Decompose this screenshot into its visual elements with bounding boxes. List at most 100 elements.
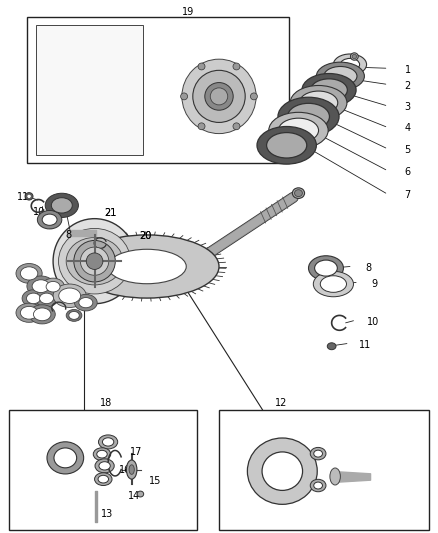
Ellipse shape — [25, 192, 33, 200]
Bar — [10, 410, 197, 530]
Ellipse shape — [314, 482, 322, 489]
Ellipse shape — [47, 442, 84, 474]
Ellipse shape — [210, 88, 228, 105]
Text: 1: 1 — [405, 65, 411, 75]
Ellipse shape — [86, 53, 121, 68]
Ellipse shape — [233, 123, 240, 130]
Ellipse shape — [310, 447, 326, 460]
Text: 21: 21 — [105, 208, 117, 219]
Text: 17: 17 — [130, 447, 142, 456]
Ellipse shape — [108, 249, 186, 284]
Ellipse shape — [193, 70, 245, 123]
Ellipse shape — [90, 36, 117, 45]
Text: 5: 5 — [405, 144, 411, 155]
Ellipse shape — [86, 253, 103, 269]
Ellipse shape — [292, 188, 304, 198]
Ellipse shape — [175, 51, 263, 142]
Ellipse shape — [90, 56, 117, 66]
Ellipse shape — [20, 306, 38, 319]
Text: 9: 9 — [48, 221, 54, 231]
Ellipse shape — [45, 193, 78, 217]
Ellipse shape — [299, 91, 338, 115]
Ellipse shape — [42, 278, 64, 295]
Ellipse shape — [33, 308, 51, 321]
Ellipse shape — [311, 79, 347, 101]
Text: 11: 11 — [17, 192, 29, 203]
Ellipse shape — [90, 117, 117, 126]
Ellipse shape — [247, 438, 317, 504]
Text: 14: 14 — [128, 491, 141, 501]
Ellipse shape — [74, 240, 115, 282]
Text: 20: 20 — [140, 231, 152, 241]
Ellipse shape — [98, 475, 109, 483]
Ellipse shape — [279, 118, 318, 143]
Ellipse shape — [90, 76, 117, 86]
Ellipse shape — [198, 63, 205, 70]
Text: 10: 10 — [33, 207, 46, 217]
Ellipse shape — [81, 247, 109, 275]
Ellipse shape — [27, 194, 31, 198]
Ellipse shape — [83, 64, 88, 70]
Bar — [219, 410, 428, 530]
Ellipse shape — [95, 459, 114, 473]
Ellipse shape — [308, 256, 343, 280]
Ellipse shape — [310, 479, 326, 492]
Ellipse shape — [66, 310, 82, 321]
Ellipse shape — [53, 284, 86, 308]
Ellipse shape — [59, 288, 81, 303]
Text: 11: 11 — [359, 340, 371, 350]
Ellipse shape — [37, 211, 62, 229]
Ellipse shape — [99, 462, 110, 470]
Text: 19: 19 — [182, 7, 194, 18]
Ellipse shape — [182, 59, 256, 134]
Ellipse shape — [316, 62, 364, 90]
Text: 8: 8 — [365, 263, 371, 272]
Text: 21: 21 — [105, 208, 117, 219]
Text: 16: 16 — [119, 465, 131, 474]
Text: 12: 12 — [275, 398, 287, 408]
Ellipse shape — [278, 97, 339, 136]
Ellipse shape — [39, 293, 53, 304]
Ellipse shape — [269, 112, 328, 149]
Text: 20: 20 — [140, 231, 152, 241]
Ellipse shape — [288, 103, 329, 130]
Ellipse shape — [83, 128, 88, 134]
Ellipse shape — [26, 293, 40, 304]
Ellipse shape — [86, 33, 121, 48]
Ellipse shape — [95, 473, 112, 486]
Ellipse shape — [198, 123, 205, 130]
Ellipse shape — [267, 133, 307, 158]
Ellipse shape — [102, 438, 114, 446]
Ellipse shape — [69, 311, 79, 319]
Ellipse shape — [86, 94, 121, 109]
Ellipse shape — [51, 198, 72, 213]
Ellipse shape — [46, 281, 60, 292]
Text: 8: 8 — [65, 230, 71, 240]
Text: 9: 9 — [372, 279, 378, 288]
Ellipse shape — [294, 190, 302, 197]
Bar — [35, 25, 143, 155]
Ellipse shape — [75, 235, 219, 298]
Ellipse shape — [86, 134, 121, 149]
Ellipse shape — [313, 271, 353, 297]
Ellipse shape — [22, 290, 45, 307]
Ellipse shape — [86, 74, 121, 88]
Ellipse shape — [66, 238, 123, 285]
Ellipse shape — [97, 450, 107, 458]
Ellipse shape — [262, 452, 303, 490]
Text: 7: 7 — [405, 190, 411, 200]
Ellipse shape — [333, 54, 367, 75]
Ellipse shape — [127, 460, 137, 479]
Ellipse shape — [129, 465, 134, 474]
Ellipse shape — [42, 214, 57, 225]
Ellipse shape — [233, 63, 240, 70]
Ellipse shape — [352, 54, 357, 59]
Ellipse shape — [324, 67, 357, 86]
Text: 4: 4 — [405, 123, 411, 133]
Text: 10: 10 — [367, 317, 380, 327]
Ellipse shape — [16, 303, 42, 322]
Ellipse shape — [93, 448, 111, 461]
Ellipse shape — [27, 276, 55, 296]
Ellipse shape — [29, 305, 55, 324]
Ellipse shape — [180, 93, 187, 100]
